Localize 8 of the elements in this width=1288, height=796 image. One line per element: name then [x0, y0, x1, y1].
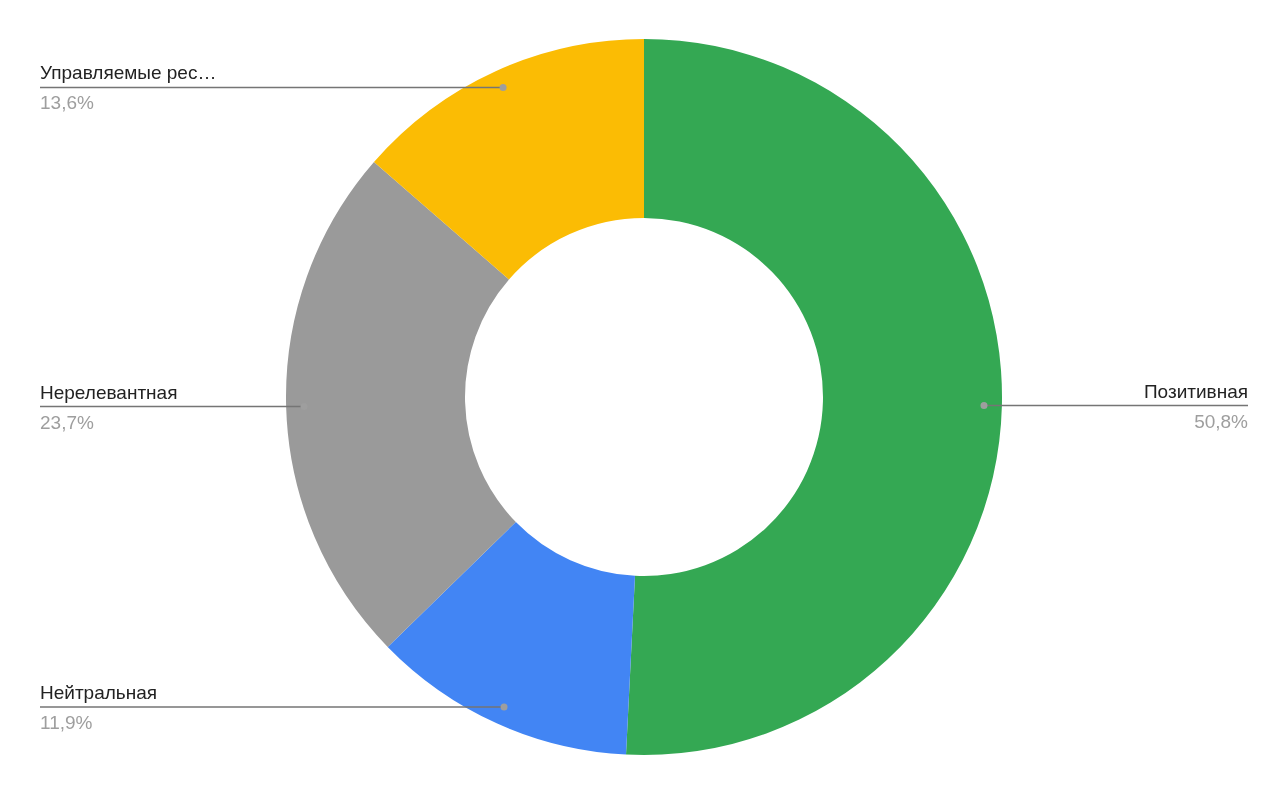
data-label: 11,9%: [40, 711, 93, 733]
data-label: 13,6%: [40, 92, 94, 114]
slice-label: Нерелевантная: [40, 381, 178, 403]
slice-label: Управляемые рес…: [40, 62, 217, 84]
data-label: 50,8%: [1194, 410, 1249, 432]
slice-label: Нейтральная: [40, 681, 158, 703]
data-label: 23,7%: [40, 411, 94, 433]
slice-label: Позитивная: [1143, 380, 1248, 402]
